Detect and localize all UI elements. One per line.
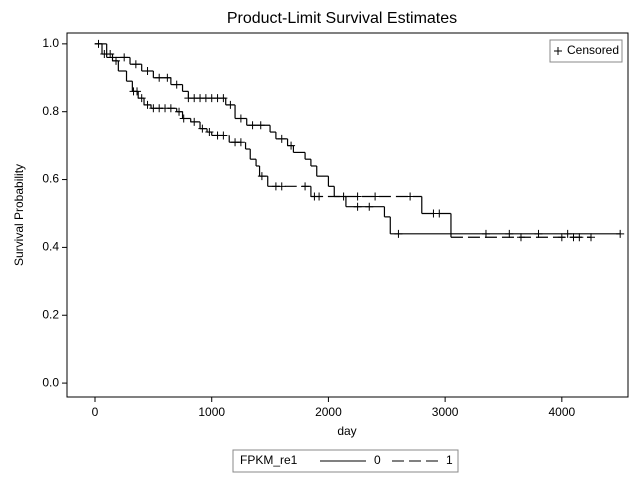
censor-mark (205, 128, 214, 137)
censor-mark (120, 53, 129, 62)
y-tick-label: 0.4 (42, 240, 59, 254)
censor-mark (143, 100, 152, 109)
y-tick-label: 0.0 (42, 375, 59, 389)
censor-mark (172, 80, 181, 89)
censor-mark (198, 124, 207, 133)
censor-mark (143, 66, 152, 75)
censor-mark (516, 233, 525, 242)
censor-mark (131, 60, 140, 69)
censor-mark (371, 192, 380, 201)
censor-mark (236, 114, 245, 123)
censor-mark (505, 229, 514, 238)
censor-mark (257, 172, 266, 181)
legend-label: 0 (374, 453, 381, 467)
censor-mark (563, 229, 572, 238)
censor-mark (587, 233, 596, 242)
censor-mark (248, 121, 257, 130)
x-tick-label: 4000 (548, 405, 575, 419)
censor-mark (175, 107, 184, 116)
plot-frame (66, 32, 629, 398)
censor-mark (112, 56, 121, 65)
chart-title: Product-Limit Survival Estimates (227, 10, 457, 27)
y-tick-label: 1.0 (42, 36, 59, 50)
x-tick-label: 1000 (198, 405, 225, 419)
censor-mark (534, 229, 543, 238)
censor-mark (219, 131, 228, 140)
censor-mark (137, 94, 146, 103)
y-tick-label: 0.6 (42, 172, 59, 186)
censor-mark (616, 229, 625, 238)
censor-mark (190, 117, 199, 126)
censored-legend-box (549, 39, 623, 63)
legend-box (232, 449, 459, 473)
censor-mark (226, 100, 235, 109)
censor-mark (219, 94, 228, 103)
censor-mark (106, 50, 115, 59)
censor-mark (163, 73, 172, 82)
censor-mark (236, 138, 245, 147)
censor-mark (353, 192, 362, 201)
censor-mark (179, 114, 188, 123)
y-tick-label: 0.2 (42, 307, 59, 321)
censored-legend-label: Censored (567, 43, 619, 57)
censor-mark (406, 192, 415, 201)
x-tick-label: 2000 (315, 405, 342, 419)
censor-mark (435, 209, 444, 218)
legend-label: 1 (446, 453, 453, 467)
censor-mark (277, 134, 286, 143)
censored-legend-symbol (554, 47, 562, 55)
censor-mark (301, 182, 310, 191)
legend-title: FPKM_re1 (240, 453, 298, 467)
y-tick-label: 0.8 (42, 104, 59, 118)
censor-mark (287, 141, 296, 150)
censor-mark (256, 121, 265, 130)
censor-mark (133, 87, 142, 96)
y-axis-label: Survival Probability (12, 164, 26, 266)
censor-mark (557, 233, 566, 242)
x-axis-label: day (337, 424, 356, 438)
censor-mark (481, 229, 490, 238)
censor-mark (394, 229, 403, 238)
censor-mark (365, 202, 374, 211)
x-tick-label: 0 (92, 405, 99, 419)
censor-mark (166, 104, 175, 113)
censor-mark (155, 73, 164, 82)
censor-mark (575, 233, 584, 242)
censor-mark (315, 192, 324, 201)
x-tick-label: 3000 (432, 405, 459, 419)
censor-mark (277, 182, 286, 191)
censor-mark (353, 202, 362, 211)
